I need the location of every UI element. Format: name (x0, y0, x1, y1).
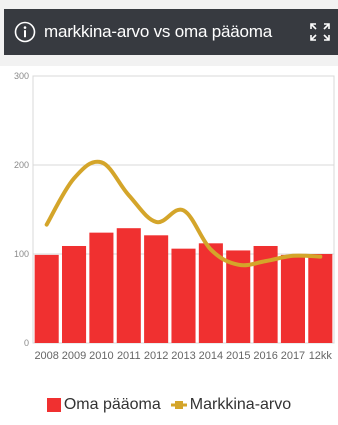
y-tick-label: 100 (14, 249, 29, 259)
bar[interactable] (144, 235, 168, 343)
chart-header: markkina-arvo vs oma pääoma (0, 0, 338, 66)
info-icon[interactable] (14, 21, 36, 43)
x-tick-label: 2009 (62, 350, 86, 362)
y-tick-label: 0 (24, 338, 29, 348)
bar[interactable] (308, 254, 332, 343)
chart-title-bar: markkina-arvo vs oma pääoma (4, 9, 302, 55)
y-tick-label: 300 (14, 71, 29, 81)
chart-title: markkina-arvo vs oma pääoma (44, 22, 272, 42)
x-tick-label: 2014 (199, 350, 223, 362)
legend-swatch-line (171, 398, 187, 412)
x-tick-label: 2013 (171, 350, 195, 362)
legend-label-markkina-arvo: Markkina-arvo (190, 396, 291, 414)
legend-item-oma-paaoma[interactable]: Oma pääoma (47, 396, 161, 414)
x-tick-label: 2015 (226, 350, 250, 362)
expand-icon (302, 9, 338, 55)
bar[interactable] (171, 249, 195, 343)
x-tick-label: 2011 (117, 350, 141, 362)
expand-button[interactable] (302, 9, 338, 55)
x-tick-label: 2008 (34, 350, 58, 362)
legend-item-markkina-arvo[interactable]: Markkina-arvo (171, 396, 291, 414)
bar[interactable] (281, 255, 305, 343)
x-tick-label: 2012 (144, 350, 168, 362)
x-tick-label: 2017 (281, 350, 305, 362)
y-tick-label: 200 (14, 160, 29, 170)
bar[interactable] (117, 228, 141, 343)
x-tick-label: 12kk (309, 350, 333, 362)
legend-label-oma-paaoma: Oma pääoma (64, 396, 161, 414)
bar[interactable] (35, 255, 59, 343)
bar[interactable] (89, 233, 113, 343)
legend-swatch-bar (47, 398, 61, 412)
x-tick-label: 2010 (89, 350, 113, 362)
chart-legend: Oma pääoma Markkina-arvo (0, 393, 338, 417)
bar[interactable] (62, 246, 86, 343)
x-tick-label: 2016 (253, 350, 277, 362)
